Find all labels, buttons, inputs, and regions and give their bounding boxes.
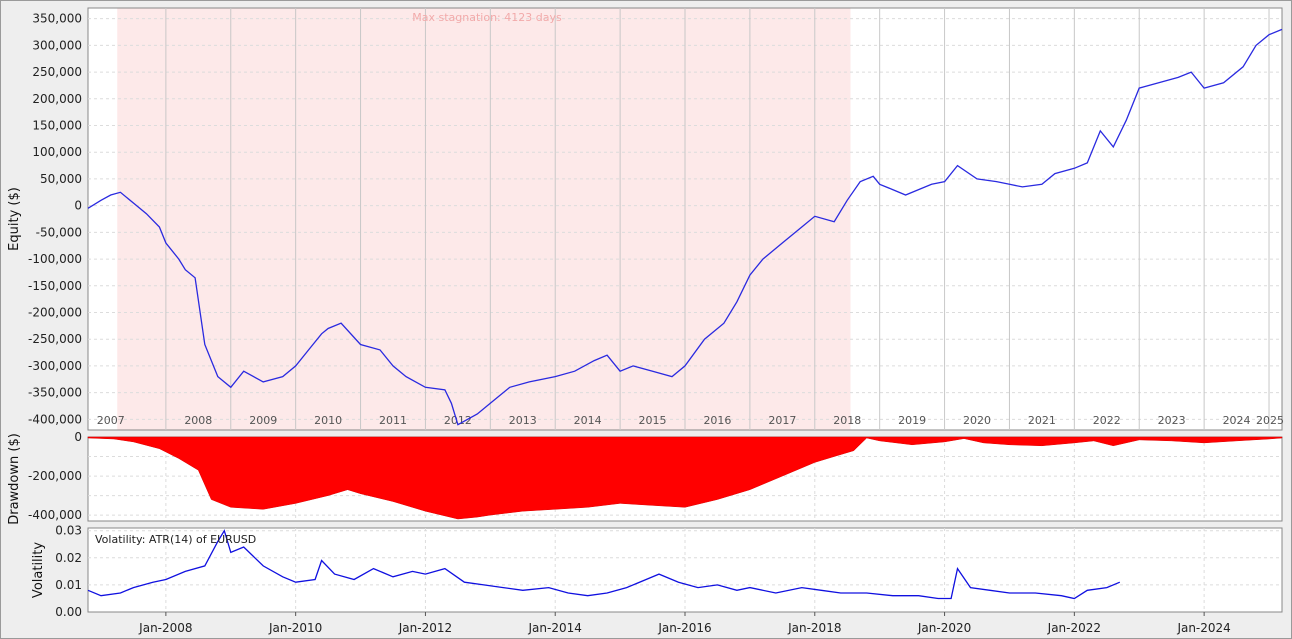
equity-y-tick-label: 50,000 — [40, 172, 82, 186]
equity-y-tick-label: -350,000 — [28, 386, 82, 400]
year-label: 2018 — [833, 414, 861, 427]
equity-y-tick-label: -200,000 — [28, 305, 82, 319]
equity-line — [87, 28, 1283, 426]
year-label: 2013 — [509, 414, 537, 427]
equity-gridlines — [88, 8, 1282, 430]
volatility-gridlines — [88, 528, 1282, 612]
equity-y-ticks: 350,000 300,000 250,000 200,000 150,000 100,0… — [28, 12, 82, 427]
equity-y-tick-label: 150,000 — [32, 119, 82, 133]
year-label: 2008 — [184, 414, 212, 427]
year-label: 2017 — [768, 414, 796, 427]
x-tick-label: Jan-2020 — [917, 621, 971, 635]
year-label: 2023 — [1158, 414, 1186, 427]
volatility-line — [87, 529, 1121, 600]
year-label: 2007 — [97, 414, 125, 427]
year-label: 2012 — [444, 414, 472, 427]
year-label: 2009 — [249, 414, 277, 427]
equity-y-tick-label: -300,000 — [28, 359, 82, 373]
date-x-ticks: Jan-2008 Jan-2010 Jan-2012 Jan-2014 Jan-2016… — [138, 612, 1231, 635]
year-label: 2019 — [898, 414, 926, 427]
equity-y-tick-label: 100,000 — [32, 145, 82, 159]
year-label: 2024 — [1223, 414, 1251, 427]
volatility-y-tick-label: 0.00 — [55, 605, 82, 619]
year-labels: 2007 2008 2009 2010 2011 2012 2013 2014 2015 2016… — [97, 414, 1284, 427]
x-tick-label: Jan-2018 — [787, 621, 841, 635]
volatility-y-tick-label: 0.01 — [55, 578, 82, 592]
volatility-legend: Volatility: ATR(14) of EURUSD — [95, 533, 256, 546]
year-label: 2011 — [379, 414, 407, 427]
year-label: 2022 — [1093, 414, 1121, 427]
drawdown-y-tick-label: -200,000 — [28, 469, 82, 483]
year-label: 2014 — [574, 414, 602, 427]
drawdown-y-axis-title: Drawdown ($) — [7, 433, 22, 525]
equity-y-tick-label: -50,000 — [36, 225, 82, 239]
equity-y-tick-label: 250,000 — [32, 65, 82, 79]
drawdown-panel: 0 -200,000 -400,000 Drawdown ($) — [7, 430, 1283, 525]
x-tick-label: Jan-2014 — [528, 621, 582, 635]
year-label: 2016 — [703, 414, 731, 427]
equity-y-tick-label: -250,000 — [28, 332, 82, 346]
stagnation-shade — [117, 8, 851, 430]
equity-y-tick-label: -100,000 — [28, 252, 82, 266]
year-label: 2025 — [1256, 414, 1284, 427]
drawdown-y-tick-label: 0 — [74, 430, 82, 444]
x-tick-label: Jan-2012 — [398, 621, 452, 635]
volatility-y-tick-label: 0.02 — [55, 551, 82, 565]
volatility-y-tick-label: 0.03 — [55, 524, 82, 538]
year-label: 2020 — [963, 414, 991, 427]
equity-panel: 350,000 300,000 250,000 200,000 150,000 100,0… — [7, 7, 1284, 431]
equity-y-tick-label: -400,000 — [28, 412, 82, 426]
x-tick-label: Jan-2008 — [138, 621, 192, 635]
equity-y-tick-label: 0 — [74, 199, 82, 213]
volatility-y-ticks: 0.03 0.02 0.01 0.00 — [55, 524, 82, 619]
year-label: 2010 — [314, 414, 342, 427]
equity-y-tick-label: 200,000 — [32, 92, 82, 106]
volatility-panel: Volatility: ATR(14) of EURUSD 0.030.020.… — [31, 524, 1283, 635]
x-tick-label: Jan-2024 — [1176, 621, 1230, 635]
volatility-y-axis-title: Volatility — [31, 542, 46, 598]
drawdown-y-ticks: 0 -200,000 -400,000 — [28, 430, 82, 522]
equity-y-axis-title: Equity ($) — [7, 187, 22, 251]
year-label: 2015 — [639, 414, 667, 427]
x-tick-label: Jan-2022 — [1047, 621, 1101, 635]
x-tick-label: Jan-2016 — [657, 621, 711, 635]
equity-y-tick-label: -150,000 — [28, 279, 82, 293]
drawdown-area — [87, 436, 1283, 520]
x-tick-label: Jan-2010 — [268, 621, 322, 635]
year-label: 2021 — [1028, 414, 1056, 427]
drawdown-y-tick-label: -400,000 — [28, 508, 82, 522]
equity-y-tick-label: 350,000 — [32, 12, 82, 26]
stagnation-annotation: Max stagnation: 4123 days — [412, 11, 562, 24]
equity-y-tick-label: 300,000 — [32, 38, 82, 52]
